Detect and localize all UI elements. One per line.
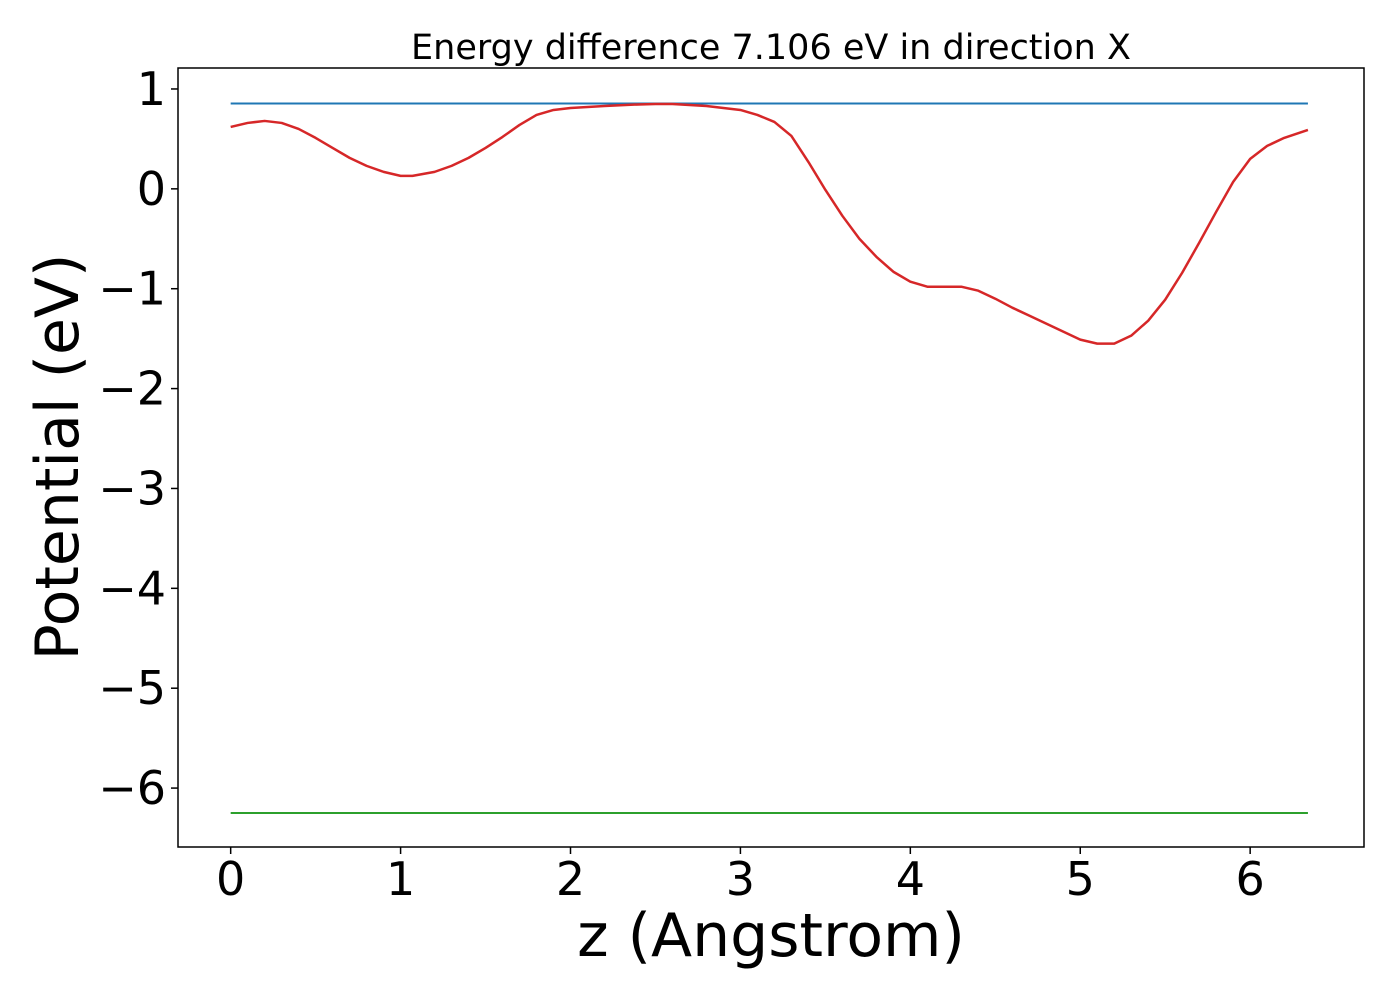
x-tick-label: 4 (896, 852, 925, 906)
y-axis-ticks: 1 0 −1 −2 −3 −4 −5 −6 (98, 62, 178, 815)
x-axis-label: z (Angstrom) (577, 901, 965, 971)
series-line-red (230, 102, 1309, 345)
x-tick-label: 1 (386, 852, 415, 906)
x-tick-label: 6 (1236, 852, 1265, 906)
plot-area (177, 67, 1365, 848)
y-axis-label: Potential (eV) (23, 254, 93, 661)
y-tick-label: −1 (98, 262, 166, 316)
x-tick-label: 3 (726, 852, 755, 906)
y-tick-label: −5 (98, 661, 166, 715)
y-tick-label: 1 (137, 62, 166, 116)
chart-title: Energy difference 7.106 eV in direction … (411, 28, 1131, 68)
y-tick-label: 0 (137, 162, 166, 216)
y-tick-label: −2 (98, 362, 166, 416)
x-tick-label: 0 (216, 852, 245, 906)
y-tick-label: −6 (98, 761, 166, 815)
x-axis-ticks: 0 1 2 3 4 5 6 (216, 847, 1265, 906)
y-tick-label: −4 (98, 561, 166, 615)
series-layer (230, 102, 1309, 815)
x-tick-label: 2 (556, 852, 585, 906)
x-tick-label: 5 (1066, 852, 1095, 906)
y-tick-label: −3 (98, 461, 166, 515)
